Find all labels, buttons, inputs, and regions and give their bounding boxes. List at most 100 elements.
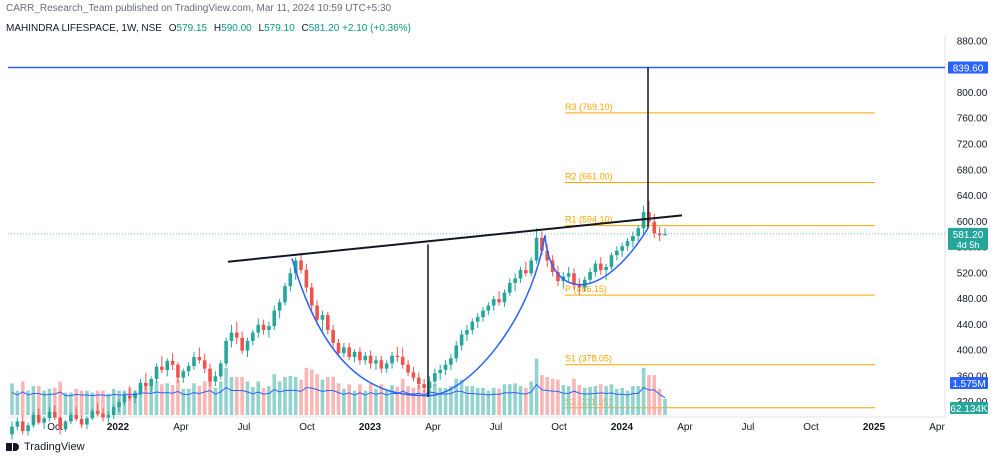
candle-body bbox=[400, 357, 405, 365]
volume-bar bbox=[625, 390, 630, 415]
x-tick-label: Oct bbox=[803, 422, 819, 433]
candle-body bbox=[309, 287, 314, 306]
candle-body bbox=[261, 324, 266, 330]
y-tick-label: 400.00 bbox=[957, 346, 988, 357]
volume-bar bbox=[416, 385, 421, 415]
candle-body bbox=[154, 366, 159, 379]
candle-body bbox=[491, 299, 496, 306]
candle-body bbox=[79, 418, 84, 425]
candle-body bbox=[438, 369, 442, 374]
candle-body bbox=[588, 272, 592, 280]
volume-bar bbox=[647, 375, 651, 415]
volume-bar bbox=[491, 387, 496, 415]
x-tick-label: Apr bbox=[677, 422, 693, 433]
x-tick-label: Apr bbox=[929, 422, 945, 433]
price-badge bbox=[948, 227, 988, 250]
volume-bar bbox=[438, 387, 442, 415]
candle-body bbox=[556, 272, 560, 282]
candle-body bbox=[577, 284, 582, 288]
candle-body bbox=[395, 355, 400, 358]
change-value: +2.10 (+0.36%) bbox=[342, 23, 411, 34]
candle-body bbox=[615, 250, 619, 256]
volume-bar bbox=[449, 386, 453, 415]
candle-body bbox=[63, 421, 68, 430]
candle-body bbox=[507, 282, 512, 293]
candle-body bbox=[197, 357, 202, 361]
volume-bar bbox=[550, 378, 555, 415]
x-tick-label: Oct bbox=[551, 422, 567, 433]
candle-body bbox=[454, 345, 459, 359]
volume-bar bbox=[304, 367, 309, 415]
candle-body bbox=[218, 363, 223, 377]
candle-body bbox=[481, 310, 485, 318]
volume-bar bbox=[374, 388, 378, 415]
volume-bar bbox=[325, 376, 330, 415]
volume-bar bbox=[42, 390, 46, 415]
candle-body bbox=[518, 270, 523, 279]
y-tick-label: 880.00 bbox=[957, 36, 988, 47]
volume-bar bbox=[400, 378, 405, 415]
y-tick-label: 680.00 bbox=[957, 165, 988, 176]
volume-bar bbox=[379, 384, 384, 415]
volume-bar bbox=[240, 376, 244, 415]
volume-bar bbox=[149, 386, 153, 415]
volume-bar bbox=[663, 398, 667, 415]
high-label: H bbox=[213, 23, 222, 34]
candle-body bbox=[90, 411, 95, 419]
low-label: L bbox=[258, 23, 265, 34]
x-tick-label: 2024 bbox=[611, 422, 634, 433]
cup-curve bbox=[291, 235, 546, 397]
candle-body bbox=[229, 332, 234, 341]
volume-bar bbox=[15, 390, 20, 415]
publisher-caption: CARR_Research_Team published on TradingV… bbox=[6, 3, 392, 14]
volume-bar bbox=[202, 381, 207, 415]
price-badge bbox=[948, 61, 988, 74]
volume-bar bbox=[443, 387, 448, 415]
volume-bar bbox=[58, 381, 62, 415]
pivot-level-label: R1 (594.10) bbox=[565, 215, 613, 225]
candle-body bbox=[320, 315, 325, 320]
symbol-legend: MAHINDRA LIFESPACE, 1W, NSE O579.15 H590… bbox=[6, 23, 411, 34]
candle-body bbox=[352, 351, 357, 358]
volume-bar bbox=[358, 384, 362, 415]
candle-body bbox=[363, 355, 368, 361]
volume-bar bbox=[299, 379, 303, 415]
volume-bar bbox=[229, 376, 234, 415]
y-tick-label: 360.00 bbox=[957, 371, 988, 382]
y-tick-label: 640.00 bbox=[957, 191, 988, 202]
volume-bar bbox=[572, 378, 576, 415]
candle-body bbox=[331, 329, 335, 343]
candle-body bbox=[160, 366, 164, 370]
candle-body bbox=[74, 415, 79, 419]
candle-body bbox=[513, 278, 517, 283]
volume-bar bbox=[529, 381, 533, 415]
volume-bar bbox=[422, 389, 426, 415]
volume-bar bbox=[534, 358, 539, 415]
candle-body bbox=[427, 381, 432, 388]
volume-bar bbox=[406, 386, 410, 415]
candle-body bbox=[631, 235, 635, 242]
volume-bar bbox=[593, 386, 598, 415]
candle-body bbox=[609, 255, 614, 267]
x-tick-label: Apr bbox=[173, 422, 189, 433]
volume-bar bbox=[363, 390, 368, 415]
volume-bar bbox=[69, 392, 73, 415]
price-badge-sublabel: 4d 5h bbox=[957, 240, 980, 250]
volume-bar bbox=[368, 383, 373, 415]
price-badge-label: 839.60 bbox=[953, 63, 984, 74]
volume-bar bbox=[256, 381, 261, 415]
brand-name: TradingView bbox=[24, 441, 85, 453]
volume-bar bbox=[251, 387, 255, 415]
volume-bar bbox=[111, 388, 116, 415]
candle-body bbox=[406, 364, 410, 373]
volume-bar bbox=[309, 369, 314, 415]
candle-body bbox=[69, 415, 73, 422]
volume-bar bbox=[36, 386, 41, 415]
candle-body bbox=[593, 263, 598, 273]
volume-bar bbox=[31, 386, 36, 415]
candle-body bbox=[416, 377, 421, 385]
candle-body bbox=[336, 342, 341, 354]
candle-body bbox=[358, 351, 362, 361]
candle-body bbox=[95, 411, 100, 414]
